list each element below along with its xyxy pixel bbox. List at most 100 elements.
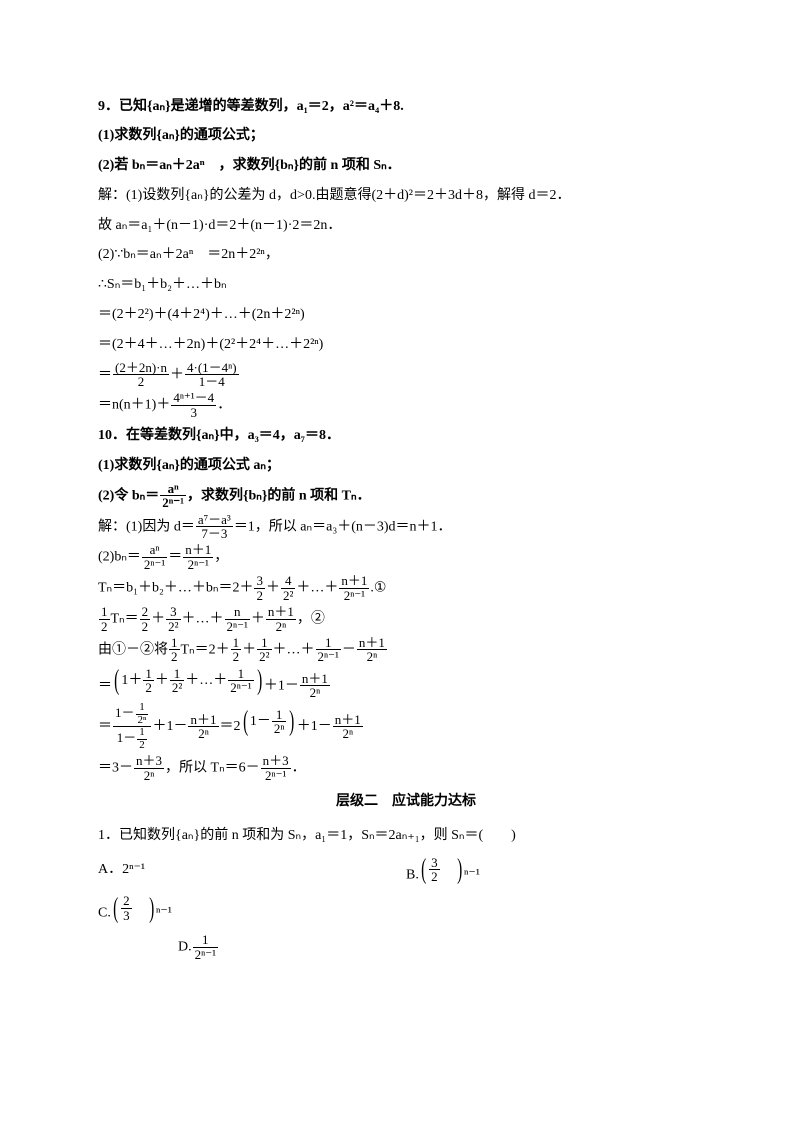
fraction: 42² (281, 574, 295, 602)
text: ＝n(n＋1)＋ (98, 398, 170, 413)
fraction: 4·(1－4ⁿ)1－4 (185, 361, 239, 389)
text: ＝2 (220, 719, 241, 734)
paren-left: ( (113, 899, 118, 919)
fraction: n＋12ⁿ (300, 672, 330, 700)
fraction: 12 (99, 605, 110, 633)
text: ＋…＋ (296, 581, 338, 596)
option-c[interactable]: C.(23 )ⁿ⁻¹ (98, 894, 406, 927)
text: ＋…＋ (273, 642, 315, 657)
plus: ＋ (170, 367, 184, 382)
text: D. (178, 939, 192, 954)
fraction: 23 (121, 894, 132, 922)
text: C. (98, 906, 111, 921)
fraction: n＋32ⁿ⁻¹ (261, 754, 291, 782)
fraction: 12ⁿ⁻¹ (316, 636, 341, 664)
big-fraction: 1－12ⁿ1－12 (113, 702, 151, 751)
q10-sol6: ＝(1＋12＋12²＋…＋12ⁿ⁻¹)＋1－n＋12ⁿ (98, 667, 714, 700)
text: 1＋ (121, 667, 142, 694)
text: Tₙ＝b₁＋b₂＋…＋bₙ＝2＋ (98, 581, 253, 596)
q9-sol7: ＝(2＋2n)·n2＋4·(1－4ⁿ)1－4 (98, 361, 714, 389)
text: 1－ (250, 708, 271, 735)
text: 解：(1)因为 d＝ (98, 519, 195, 534)
paren-left: ( (421, 860, 426, 880)
text: B. (406, 867, 419, 882)
text: .① (370, 581, 386, 596)
paren-right: ) (290, 712, 295, 732)
fraction: aⁿ2ⁿ⁻¹ (142, 543, 167, 571)
q9-sol1: 解：(1)设数列{aₙ}的公差为 d，d>0.由题意得(2＋d)²＝2＋3d＋8… (98, 182, 714, 209)
paren-right: ) (457, 860, 462, 880)
eq-sign: ＝ (98, 367, 112, 382)
q9-p2: (2)若 bₙ＝aₙ＋2aⁿ ，求数列{bₙ}的前 n 项和 Sₙ． (98, 152, 714, 179)
q10-sol3: Tₙ＝b₁＋b₂＋…＋bₙ＝2＋32＋42²＋…＋n＋12ⁿ⁻¹.① (98, 574, 714, 602)
text: Tₙ＝2＋ (181, 642, 230, 657)
fraction: n＋32ⁿ (134, 754, 164, 782)
fraction: n＋12ⁿ (266, 605, 296, 633)
fraction: n＋12ⁿ (333, 713, 363, 741)
fraction: 12² (170, 667, 184, 695)
text: ． (292, 760, 306, 775)
fraction: 12ⁿ (272, 708, 287, 736)
q10-p1: (1)求数列{aₙ}的通项公式 aₙ； (98, 452, 714, 479)
text: － (342, 642, 356, 657)
fraction: n＋12ⁿ⁻¹ (183, 543, 213, 571)
fraction: 32² (166, 605, 180, 633)
text: ＝ (98, 719, 112, 734)
text: ＝ (98, 678, 112, 693)
text: 由①－②将 (98, 642, 168, 657)
q10-sol5: 由①－②将12Tₙ＝2＋12＋12²＋…＋12ⁿ⁻¹－n＋12ⁿ (98, 636, 714, 664)
fraction: n2ⁿ⁻¹ (225, 605, 250, 633)
q9-sol3: (2)∵bₙ＝aₙ＋2aⁿ ＝2n＋2²ⁿ， (98, 241, 714, 268)
fraction: n＋12ⁿ (188, 713, 218, 741)
text: ⁿ⁻¹ (156, 906, 172, 921)
q10-sol1: 解：(1)因为 d＝a⁷－a³7－3＝1，所以 aₙ＝a₃＋(n－3)d＝n＋1… (98, 513, 714, 541)
text: 1－ (115, 705, 135, 720)
text: ＋ (266, 581, 280, 596)
q10-sol4: 12Tₙ＝22＋32²＋…＋n2ⁿ⁻¹＋n＋12ⁿ，② (98, 605, 714, 633)
fraction: 12² (257, 636, 271, 664)
text: ＋1－ (152, 719, 187, 734)
text: ， (214, 550, 228, 565)
option-b[interactable]: B.(32 )ⁿ⁻¹ (406, 856, 714, 889)
fraction: 32 (254, 574, 265, 602)
text: ＝1，所以 aₙ＝a₃＋(n－3)d＝n＋1． (234, 519, 452, 534)
q1-stem: 1．已知数列{aₙ}的前 n 项和为 Sₙ，a₁＝1，Sₙ＝2aₙ₊₁，则 Sₙ… (98, 822, 714, 849)
text: ⁿ⁻¹ (464, 867, 480, 882)
fraction: 32 (429, 856, 440, 884)
page-container: 9．已知{aₙ}是递增的等差数列，a₁＝2，a²＝a₄＋8. (1)求数列{aₙ… (0, 0, 794, 1024)
q1-options: A．2ⁿ⁻¹ B.(32 )ⁿ⁻¹ C.(23 )ⁿ⁻¹ D.12ⁿ⁻¹ (98, 853, 714, 965)
fraction: 12 (143, 667, 154, 695)
paren-right: ) (149, 899, 154, 919)
fraction: 12 (231, 636, 242, 664)
q10-sol7: ＝1－12ⁿ1－12＋1－n＋12ⁿ＝2(1－12ⁿ)＋1－n＋12ⁿ (98, 702, 714, 751)
fraction: n＋12ⁿ (357, 636, 387, 664)
paren-left: ( (114, 671, 119, 691)
text: ，② (297, 611, 325, 626)
q9-sol8: ＝n(n＋1)＋4ⁿ⁺¹－43． (98, 391, 714, 419)
q10-sol2: (2)bₙ＝aⁿ2ⁿ⁻¹＝n＋12ⁿ⁻¹， (98, 543, 714, 571)
text: ＋1－ (264, 678, 299, 693)
fraction: 22 (140, 605, 151, 633)
fraction: aⁿ2ⁿ⁻¹ (160, 482, 186, 510)
q9-p1: (1)求数列{aₙ}的通项公式； (98, 122, 714, 149)
text: ＝3－ (98, 760, 133, 775)
option-a[interactable]: A．2ⁿ⁻¹ (98, 856, 406, 889)
q9-sol2: 故 aₙ＝a₁＋(n－1)·d＝2＋(n－1)·2＝2n． (98, 212, 714, 239)
fraction: 12ⁿ⁻¹ (193, 933, 218, 961)
text: (2)令 bₙ＝ (98, 488, 159, 503)
text: ＋1－ (297, 719, 332, 734)
text: 1－ (117, 730, 137, 745)
q10-stem: 10．在等差数列{aₙ}中，a₃＝4，a₇＝8． (98, 422, 714, 449)
q9-stem: 9．已知{aₙ}是递增的等差数列，a₁＝2，a²＝a₄＋8. (98, 93, 714, 120)
text: ，求数列{bₙ}的前 n 项和 Tₙ． (187, 488, 371, 503)
section-heading: 层级二 应试能力达标 (98, 788, 714, 815)
paren-left: ( (243, 712, 248, 732)
option-d[interactable]: D.12ⁿ⁻¹ (98, 933, 486, 961)
fraction: 12ⁿ⁻¹ (228, 667, 253, 695)
fraction: a⁷－a³7－3 (196, 513, 233, 541)
fraction: (2＋2n)·n2 (113, 361, 169, 389)
paren-right: ) (257, 671, 262, 691)
q10-p2: (2)令 bₙ＝aⁿ2ⁿ⁻¹，求数列{bₙ}的前 n 项和 Tₙ． (98, 482, 714, 510)
text: ，所以 Tₙ＝6－ (165, 760, 260, 775)
q9-sol4: ∴Sₙ＝b₁＋b₂＋…＋bₙ (98, 271, 714, 298)
